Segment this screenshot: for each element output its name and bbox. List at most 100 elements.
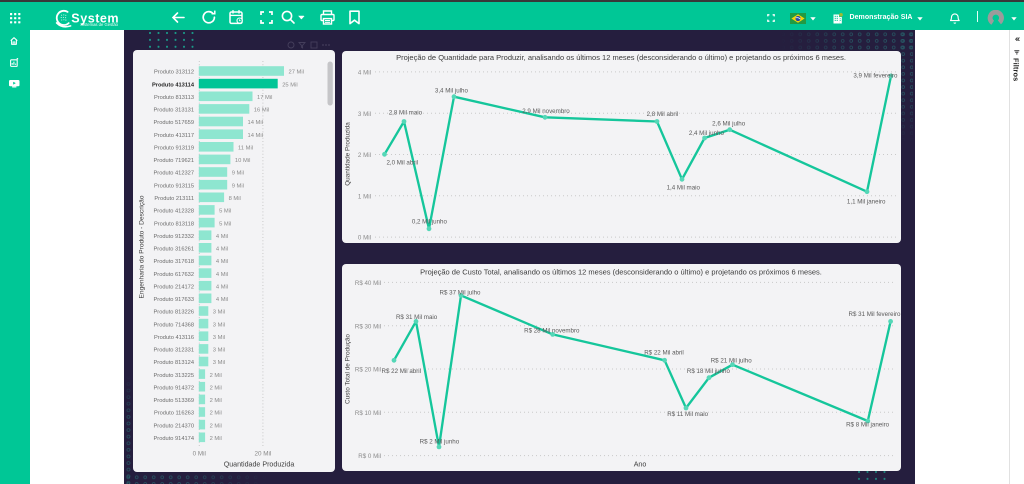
svg-text:Produto 116263: Produto 116263 — [154, 411, 194, 417]
svg-text:R$ 21 Mil julho: R$ 21 Mil julho — [711, 358, 752, 365]
svg-text:3,4 Mil julho: 3,4 Mil julho — [435, 87, 469, 94]
svg-text:10 Mil: 10 Mil — [235, 158, 250, 164]
svg-text:Produto 913115: Produto 913115 — [154, 183, 194, 189]
svg-text:3 Mil: 3 Mil — [213, 348, 225, 354]
svg-text:Produto 413116: Produto 413116 — [154, 335, 194, 341]
svg-text:2 Mil: 2 Mil — [358, 152, 371, 159]
svg-text:R$ 18 Mil junho: R$ 18 Mil junho — [687, 368, 731, 375]
svg-text:Produto 813113: Produto 813113 — [154, 95, 194, 101]
svg-text:2,8 Mil abril: 2,8 Mil abril — [647, 111, 679, 118]
svg-text:Produto 617632: Produto 617632 — [154, 272, 194, 278]
svg-text:Produto 912332: Produto 912332 — [154, 234, 194, 240]
svg-text:R$ 11 Mil maio: R$ 11 Mil maio — [667, 411, 708, 418]
svg-text:2,9 Mil novembro: 2,9 Mil novembro — [522, 108, 570, 115]
svg-text:Produto 316261: Produto 316261 — [154, 247, 194, 253]
svg-text:2,8 Mil maio: 2,8 Mil maio — [389, 109, 423, 116]
svg-text:Produto 714368: Produto 714368 — [154, 322, 194, 328]
svg-text:R$ 20 Mil: R$ 20 Mil — [355, 367, 381, 374]
svg-text:9 Mil: 9 Mil — [232, 171, 244, 177]
svg-text:16 Mil: 16 Mil — [254, 108, 269, 114]
svg-text:2 Mil: 2 Mil — [210, 411, 222, 417]
svg-text:0,2 Mil junho: 0,2 Mil junho — [412, 218, 448, 225]
svg-text:Produto 719621: Produto 719621 — [154, 158, 194, 164]
svg-text:Custo Total de Produção: Custo Total de Produção — [345, 334, 352, 404]
svg-text:R$ 0 Mil: R$ 0 Mil — [358, 453, 381, 460]
svg-text:Produto 813118: Produto 813118 — [154, 221, 194, 227]
svg-text:Quantidade Produzida: Quantidade Produzida — [345, 121, 352, 185]
svg-text:14 Mil: 14 Mil — [248, 133, 263, 139]
svg-text:4 Mil: 4 Mil — [358, 69, 371, 76]
svg-text:2,0 Mil abril: 2,0 Mil abril — [386, 159, 418, 166]
svg-text:Produto 412327: Produto 412327 — [154, 171, 194, 177]
svg-text:Engenharia do Produto - Descri: Engenharia do Produto - Descrição — [139, 195, 146, 298]
svg-text:Produto 413114: Produto 413114 — [152, 82, 195, 88]
svg-text:Produto 312331: Produto 312331 — [154, 348, 194, 354]
svg-text:2,6 Mil julho: 2,6 Mil julho — [712, 120, 746, 127]
svg-text:0 Mil: 0 Mil — [358, 234, 371, 241]
svg-text:Produto 317618: Produto 317618 — [154, 259, 194, 265]
svg-text:4 Mil: 4 Mil — [216, 234, 228, 240]
svg-text:R$ 10 Mil: R$ 10 Mil — [355, 410, 381, 417]
svg-text:2 Mil: 2 Mil — [210, 398, 222, 404]
svg-text:Produto 517659: Produto 517659 — [154, 120, 194, 126]
svg-text:8 Mil: 8 Mil — [229, 196, 241, 202]
svg-text:5 Mil: 5 Mil — [219, 209, 231, 215]
svg-text:Ano: Ano — [634, 461, 647, 469]
svg-text:Produto 914174: Produto 914174 — [154, 436, 194, 442]
svg-text:20 Mil: 20 Mil — [255, 451, 272, 458]
svg-text:9 Mil: 9 Mil — [232, 183, 244, 189]
svg-text:4 Mil: 4 Mil — [216, 284, 228, 290]
svg-text:Produto 313112: Produto 313112 — [154, 70, 194, 76]
svg-text:3 Mil: 3 Mil — [213, 322, 225, 328]
svg-text:R$ 22 Mil abril: R$ 22 Mil abril — [644, 350, 684, 357]
svg-text:2,4 Mil junho: 2,4 Mil junho — [689, 129, 725, 136]
svg-text:1 Mil: 1 Mil — [358, 193, 371, 200]
svg-text:R$ 37 Mil julho: R$ 37 Mil julho — [440, 290, 481, 297]
svg-text:17 Mil: 17 Mil — [257, 95, 272, 101]
svg-text:1,4 Mil maio: 1,4 Mil maio — [667, 184, 701, 191]
svg-text:4 Mil: 4 Mil — [216, 272, 228, 278]
svg-text:Projeção de Custo Total, anali: Projeção de Custo Total, analisando os ú… — [420, 267, 822, 276]
svg-text:2 Mil: 2 Mil — [210, 436, 222, 442]
svg-text:3,9 Mil fevereiro: 3,9 Mil fevereiro — [853, 72, 898, 79]
svg-text:1,1 Mil janeiro: 1,1 Mil janeiro — [847, 198, 886, 205]
svg-text:5 Mil: 5 Mil — [219, 221, 231, 227]
svg-text:R$ 40 Mil: R$ 40 Mil — [355, 280, 381, 287]
svg-text:Produto 813226: Produto 813226 — [154, 310, 194, 316]
svg-text:Produto 913119: Produto 913119 — [154, 146, 194, 152]
svg-text:3 Mil: 3 Mil — [358, 110, 371, 117]
svg-text:4 Mil: 4 Mil — [216, 297, 228, 303]
svg-text:Produto 313225: Produto 313225 — [154, 373, 194, 379]
svg-text:3 Mil: 3 Mil — [213, 310, 225, 316]
svg-text:2 Mil: 2 Mil — [210, 373, 222, 379]
svg-text:R$ 2 Mil junho: R$ 2 Mil junho — [420, 439, 460, 446]
svg-text:Produto 513369: Produto 513369 — [154, 398, 194, 404]
svg-text:2 Mil: 2 Mil — [210, 423, 222, 429]
svg-text:4 Mil: 4 Mil — [216, 247, 228, 253]
svg-text:Quantidade Produzida: Quantidade Produzida — [224, 461, 295, 469]
svg-text:27 Mil: 27 Mil — [289, 70, 304, 76]
svg-text:Projeção de Quantidade para Pr: Projeção de Quantidade para Produzir, an… — [396, 53, 846, 62]
svg-text:Sistemas de Gestão: Sistemas de Gestão — [80, 22, 118, 27]
svg-text:Produto 917633: Produto 917633 — [154, 297, 194, 303]
svg-text:Produto 213111: Produto 213111 — [154, 196, 194, 202]
svg-text:System: System — [71, 11, 119, 25]
svg-text:R$ 31 Mil maio: R$ 31 Mil maio — [396, 314, 438, 321]
svg-text:Produto 214370: Produto 214370 — [154, 423, 194, 429]
svg-text:14 Mil: 14 Mil — [248, 120, 263, 126]
svg-text:3 Mil: 3 Mil — [213, 335, 225, 341]
svg-text:R$ 8 Mil janeiro: R$ 8 Mil janeiro — [846, 422, 890, 429]
svg-text:25 Mil: 25 Mil — [282, 82, 297, 88]
svg-text:4 Mil: 4 Mil — [216, 259, 228, 265]
svg-text:R$ 28 Mil novembro: R$ 28 Mil novembro — [524, 327, 580, 334]
svg-text:Produto 914372: Produto 914372 — [154, 385, 194, 391]
svg-text:R$ 30 Mil: R$ 30 Mil — [355, 323, 381, 330]
svg-text:Produto 412328: Produto 412328 — [154, 209, 194, 215]
svg-text:R$ 22 Mil abril: R$ 22 Mil abril — [382, 368, 422, 375]
svg-text:3 Mil: 3 Mil — [213, 360, 225, 366]
svg-text:Produto 313131: Produto 313131 — [154, 108, 194, 114]
svg-text:0 Mil: 0 Mil — [193, 451, 206, 458]
svg-text:Produto 214172: Produto 214172 — [154, 284, 194, 290]
svg-text:2 Mil: 2 Mil — [210, 385, 222, 391]
svg-text:11 Mil: 11 Mil — [238, 146, 253, 152]
